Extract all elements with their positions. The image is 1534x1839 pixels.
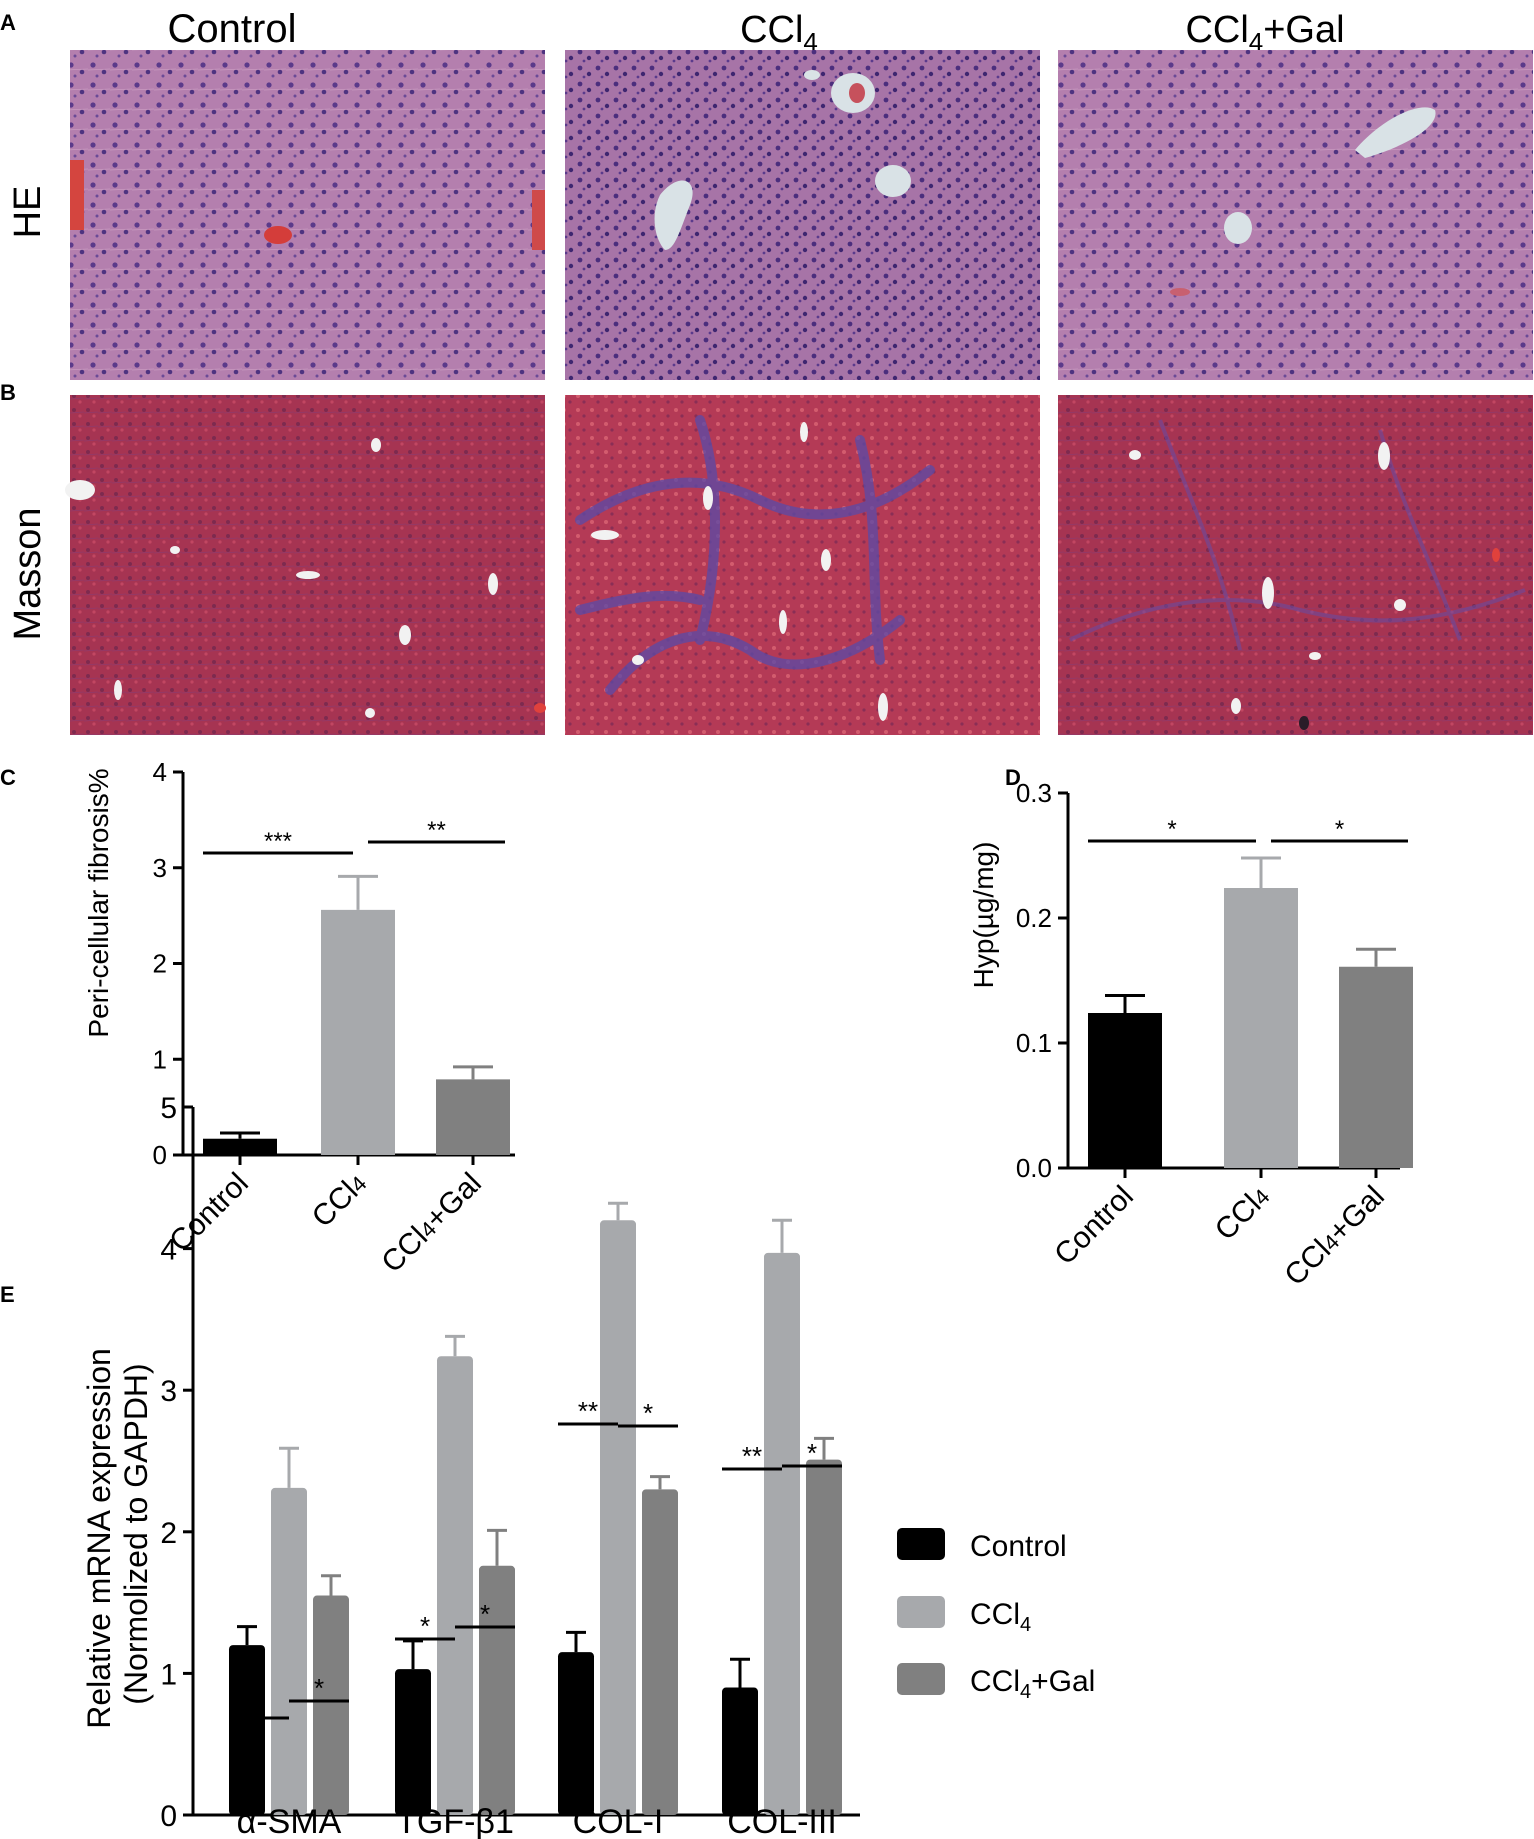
significance-label: * bbox=[480, 1599, 490, 1629]
y-tick-label: 2 bbox=[160, 1517, 177, 1550]
legend-label-ccl4: CCl4 bbox=[970, 1598, 1031, 1636]
bar-control bbox=[395, 1669, 431, 1815]
bar-control bbox=[229, 1645, 265, 1815]
bar-ccl4-gal bbox=[436, 1079, 510, 1155]
bar-ccl4-gal bbox=[1339, 966, 1413, 1168]
y-tick-label: 0 bbox=[153, 1140, 167, 1170]
bar-ccl4 bbox=[437, 1356, 473, 1815]
legend-swatch-ccl4 bbox=[897, 1596, 945, 1628]
bar-control bbox=[1088, 1013, 1162, 1168]
bar-ccl4-gal bbox=[313, 1595, 349, 1815]
chart-e-ylabel: Relative mRNA expression (Normolized to … bbox=[81, 1339, 154, 1728]
chart-d-ylabel: Hyp(µg/mg) bbox=[968, 842, 999, 989]
y-tick-label: 5 bbox=[160, 1092, 177, 1125]
panel-label-c: C bbox=[0, 765, 16, 790]
significance-label: * bbox=[807, 1438, 817, 1468]
panel-label-b: B bbox=[0, 380, 16, 405]
bar-ccl4 bbox=[600, 1220, 636, 1815]
y-tick-label: 0.1 bbox=[1016, 1028, 1052, 1058]
chart-d: Hyp(µg/mg) 0.0 0.1 0.2 0.3 Control CCl4CCl4+G… bbox=[968, 778, 1413, 1292]
y-tick-label: 0.3 bbox=[1016, 778, 1052, 808]
bar-ccl4-gal bbox=[642, 1489, 678, 1815]
legend-swatch-ccl4-gal bbox=[897, 1663, 945, 1695]
y-tick-label: 4 bbox=[153, 757, 167, 787]
significance-label: ** bbox=[578, 1396, 598, 1426]
bar-control bbox=[722, 1687, 758, 1815]
y-tick-label: 4 bbox=[160, 1234, 177, 1267]
significance-label: * bbox=[420, 1611, 430, 1641]
y-tick-label: 0 bbox=[160, 1800, 177, 1833]
y-tick-label: 3 bbox=[160, 1375, 177, 1408]
row-label-he: HE bbox=[7, 186, 49, 239]
he-image-ccl4 bbox=[565, 50, 1040, 380]
x-tick-label: CCl4+Gal bbox=[1278, 1180, 1391, 1293]
bar-control bbox=[203, 1138, 277, 1155]
he-image-ccl4-gal bbox=[1058, 50, 1533, 380]
significance-label: * bbox=[1167, 816, 1176, 843]
x-tick-label: CCl4+Gal bbox=[375, 1167, 488, 1280]
x-tick-label: Control bbox=[1048, 1180, 1140, 1272]
column-heading-ccl4-gal: CCl4+Gal bbox=[1185, 9, 1344, 57]
y-tick-label: 2 bbox=[153, 949, 167, 979]
x-tick-label: COL-III bbox=[727, 1803, 837, 1839]
column-heading-control: Control bbox=[168, 7, 297, 51]
y-tick-label: 0.0 bbox=[1016, 1153, 1052, 1183]
panel-label-a: A bbox=[0, 10, 16, 35]
significance-label: * bbox=[643, 1398, 653, 1428]
significance-label: ** bbox=[427, 817, 446, 844]
significance-label: * bbox=[314, 1673, 324, 1703]
chart-e-legend: Control CCl4 CCl4+Gal bbox=[897, 1528, 1095, 1703]
masson-image-ccl4-gal bbox=[1058, 395, 1533, 735]
x-tick-label: α-SMA bbox=[237, 1803, 342, 1839]
chart-c-ylabel: Peri-cellular fibrosis% bbox=[83, 768, 114, 1037]
significance-label: *** bbox=[264, 828, 292, 855]
bar-ccl4 bbox=[1224, 888, 1298, 1168]
bar-control bbox=[558, 1652, 594, 1815]
bar-ccl4 bbox=[271, 1487, 307, 1815]
column-heading-ccl4: CCl4 bbox=[740, 9, 818, 57]
significance-label: * bbox=[1335, 816, 1344, 843]
significance-label: * bbox=[254, 1690, 264, 1720]
x-tick-label: CCl4 bbox=[1209, 1180, 1276, 1247]
row-label-masson: Masson bbox=[7, 507, 49, 640]
x-tick-label: COL-I bbox=[573, 1803, 664, 1839]
y-tick-label: 1 bbox=[153, 1044, 167, 1074]
masson-image-control bbox=[65, 395, 546, 735]
x-tick-label: CCl4 bbox=[306, 1167, 373, 1234]
legend-label-ccl4-gal: CCl4+Gal bbox=[970, 1665, 1095, 1703]
bar-ccl4 bbox=[764, 1252, 800, 1815]
bar-ccl4-gal bbox=[806, 1459, 842, 1815]
chart-e: Relative mRNA expression (Normolized to … bbox=[81, 1092, 860, 1839]
y-tick-label: 0.2 bbox=[1016, 903, 1052, 933]
bar-ccl4 bbox=[321, 909, 395, 1155]
he-image-control bbox=[70, 50, 545, 380]
legend-swatch-control bbox=[897, 1528, 945, 1560]
panel-label-d: D bbox=[1005, 765, 1021, 790]
masson-image-ccl4 bbox=[565, 395, 1040, 735]
y-tick-label: 1 bbox=[160, 1658, 177, 1691]
y-tick-label: 3 bbox=[153, 853, 167, 883]
panel-label-e: E bbox=[0, 1282, 15, 1307]
x-tick-label: TGF-β1 bbox=[396, 1803, 514, 1839]
legend-label-control: Control bbox=[970, 1530, 1067, 1563]
significance-label: ** bbox=[742, 1441, 762, 1471]
